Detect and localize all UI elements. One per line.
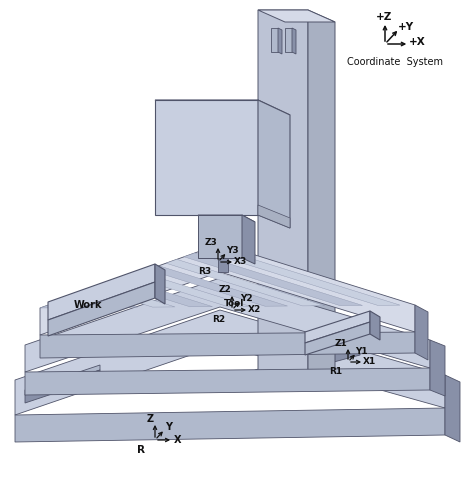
Polygon shape bbox=[258, 10, 335, 22]
Polygon shape bbox=[198, 215, 255, 222]
Polygon shape bbox=[305, 311, 370, 343]
Polygon shape bbox=[58, 298, 100, 308]
Text: Z2: Z2 bbox=[219, 285, 231, 294]
Polygon shape bbox=[15, 310, 445, 415]
Polygon shape bbox=[255, 347, 360, 383]
Polygon shape bbox=[258, 100, 290, 228]
Polygon shape bbox=[15, 408, 445, 442]
Polygon shape bbox=[130, 272, 250, 306]
Text: R: R bbox=[137, 445, 145, 455]
Polygon shape bbox=[308, 10, 335, 382]
Polygon shape bbox=[271, 28, 278, 52]
Polygon shape bbox=[370, 311, 380, 340]
Polygon shape bbox=[48, 264, 155, 320]
Polygon shape bbox=[198, 215, 242, 258]
Text: +Y: +Y bbox=[398, 21, 414, 31]
Text: X2: X2 bbox=[247, 305, 261, 314]
Text: Y3: Y3 bbox=[226, 247, 239, 255]
Polygon shape bbox=[258, 205, 290, 228]
Polygon shape bbox=[155, 264, 165, 304]
Polygon shape bbox=[112, 278, 212, 307]
Polygon shape bbox=[25, 365, 100, 395]
Polygon shape bbox=[242, 215, 255, 264]
Polygon shape bbox=[40, 244, 415, 335]
Polygon shape bbox=[25, 278, 430, 372]
Polygon shape bbox=[285, 28, 292, 52]
Polygon shape bbox=[184, 253, 363, 305]
Polygon shape bbox=[445, 375, 460, 442]
Polygon shape bbox=[76, 291, 137, 307]
Polygon shape bbox=[40, 332, 415, 358]
Text: X1: X1 bbox=[363, 357, 375, 366]
Text: Coordinate  System: Coordinate System bbox=[347, 57, 443, 67]
Polygon shape bbox=[155, 100, 290, 115]
Polygon shape bbox=[305, 322, 370, 355]
Polygon shape bbox=[25, 370, 100, 403]
Text: +X: +X bbox=[409, 37, 426, 47]
Polygon shape bbox=[430, 340, 445, 396]
Text: +Z: +Z bbox=[376, 12, 392, 22]
Polygon shape bbox=[155, 100, 258, 215]
Text: Z1: Z1 bbox=[335, 338, 347, 347]
Polygon shape bbox=[278, 28, 282, 54]
Text: Z3: Z3 bbox=[205, 238, 218, 247]
Text: Z: Z bbox=[146, 414, 154, 424]
Text: R3: R3 bbox=[199, 266, 211, 275]
Text: Work: Work bbox=[74, 300, 102, 310]
Polygon shape bbox=[255, 342, 360, 375]
Polygon shape bbox=[25, 368, 430, 395]
Text: Y: Y bbox=[165, 422, 173, 432]
Text: Y1: Y1 bbox=[356, 347, 368, 356]
Text: X3: X3 bbox=[233, 257, 246, 266]
Polygon shape bbox=[166, 259, 325, 306]
Text: X: X bbox=[174, 435, 182, 445]
Polygon shape bbox=[292, 28, 296, 54]
Text: R1: R1 bbox=[329, 366, 343, 376]
Polygon shape bbox=[202, 247, 400, 305]
Polygon shape bbox=[40, 304, 63, 308]
Polygon shape bbox=[258, 10, 308, 380]
Text: Y2: Y2 bbox=[240, 294, 253, 303]
Polygon shape bbox=[218, 258, 228, 272]
Text: R2: R2 bbox=[212, 314, 226, 323]
Polygon shape bbox=[148, 266, 288, 306]
Text: Tool: Tool bbox=[224, 299, 244, 308]
Polygon shape bbox=[94, 285, 175, 307]
Polygon shape bbox=[415, 305, 428, 360]
Polygon shape bbox=[48, 282, 155, 336]
